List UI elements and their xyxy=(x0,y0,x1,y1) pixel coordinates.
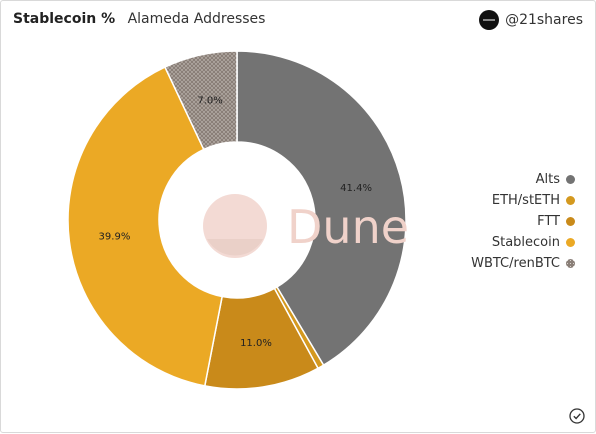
legend-item-ftt[interactable]: FTT xyxy=(471,211,575,232)
legend-label: Stablecoin xyxy=(491,235,560,250)
slice-labels: 41.4% 11.0% 39.9% 7.0% xyxy=(99,95,372,349)
legend-item-alts[interactable]: Alts xyxy=(471,169,575,190)
slice-wbtc-renbtc[interactable] xyxy=(163,50,238,151)
dune-watermark: Dune xyxy=(203,194,409,258)
dune-watermark-text: Dune xyxy=(287,200,409,254)
legend-label: ETH/stETH xyxy=(491,193,560,208)
chart-title: Stablecoin % xyxy=(13,11,116,27)
21shares-logo-icon xyxy=(479,10,500,30)
slice-label-ftt: 11.0% xyxy=(240,338,272,349)
legend-swatch xyxy=(566,217,575,226)
legend-item-wbtc-renbtc[interactable]: WBTC/renBTC xyxy=(471,253,575,274)
slice-stablecoin[interactable] xyxy=(67,66,224,387)
legend-item-stablecoin[interactable]: Stablecoin xyxy=(471,232,575,253)
legend-item-eth-steth[interactable]: ETH/stETH xyxy=(471,190,575,211)
legend-label: Alts xyxy=(535,172,560,187)
brand[interactable]: @21shares xyxy=(479,10,583,30)
dune-logo-shade xyxy=(207,239,263,256)
slice-alts[interactable] xyxy=(236,50,407,367)
legend-label: WBTC/renBTC xyxy=(471,256,560,271)
legend-swatch xyxy=(566,238,575,247)
slice-label-alts: 41.4% xyxy=(340,183,372,194)
slice-label-stablecoin: 39.9% xyxy=(99,231,131,242)
legend-swatch xyxy=(566,175,575,184)
check-circle-icon[interactable] xyxy=(569,408,585,424)
legend: Alts ETH/stETH FTT Stablecoin WBTC/renBTC xyxy=(471,169,575,274)
legend-swatch xyxy=(566,196,575,205)
legend-swatch xyxy=(566,259,575,268)
slice-label-wbtc-renbtc: 7.0% xyxy=(197,95,222,106)
donut-slices xyxy=(67,50,407,390)
chart-subtitle: Alameda Addresses xyxy=(127,11,266,27)
brand-handle: @21shares xyxy=(505,12,583,28)
title-row: Stablecoin % Alameda Addresses xyxy=(13,11,265,27)
legend-label: FTT xyxy=(537,214,560,229)
